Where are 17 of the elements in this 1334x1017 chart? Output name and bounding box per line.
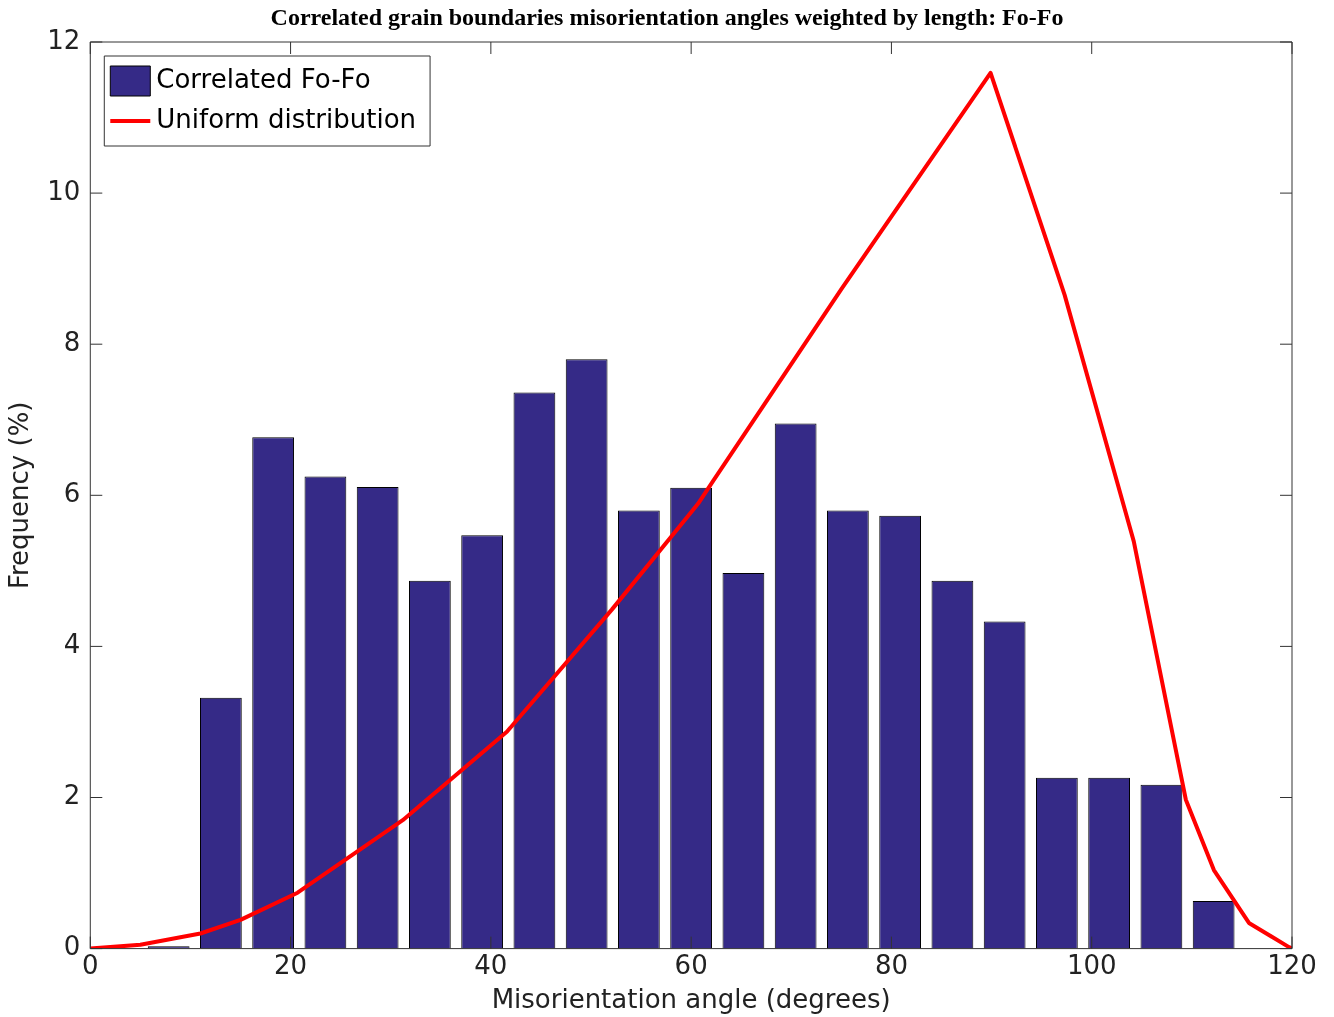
y-tick-label: 2 (63, 780, 81, 811)
x-tick-label: 20 (274, 949, 308, 980)
x-tick-label: 80 (874, 949, 908, 980)
x-tick-label: 120 (1267, 949, 1317, 980)
legend-label: Correlated Fo-Fo (156, 63, 371, 94)
y-tick-label: 6 (63, 478, 81, 509)
chart-title: Correlated grain boundaries misorientation angles weighted by length: Fo-Fo (270, 4, 1064, 30)
x-tick-label: 40 (474, 949, 508, 980)
y-tick-label: 8 (63, 326, 81, 357)
y-tick-label: 10 (47, 175, 81, 206)
y-tick-label: 12 (47, 24, 81, 55)
x-axis-title: Misorientation angle (degrees) (491, 984, 891, 1015)
legend-label: Uniform distribution (156, 103, 417, 134)
x-tick-label: 60 (674, 949, 708, 980)
x-tick-label: 100 (1066, 949, 1117, 980)
y-axis-title: Frequency (%) (4, 401, 35, 590)
y-tick-label: 4 (63, 629, 81, 660)
